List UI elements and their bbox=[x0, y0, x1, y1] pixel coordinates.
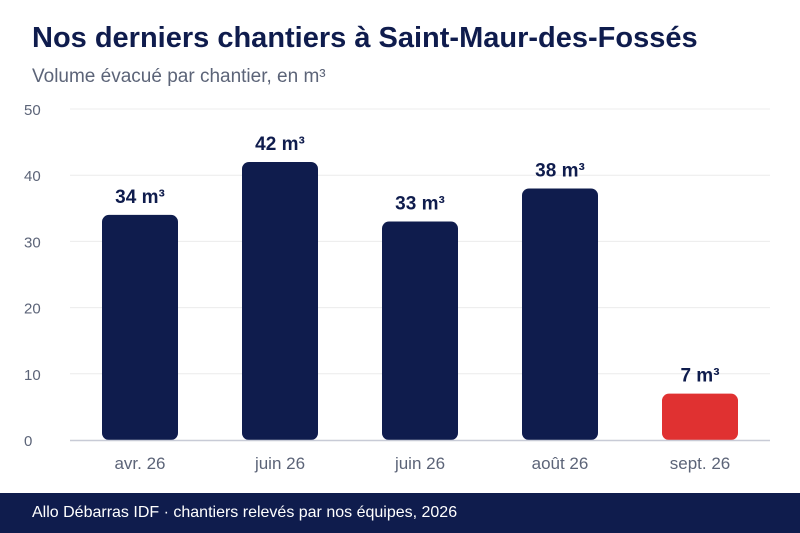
chart-title: Nos derniers chantiers à Saint-Maur-des-… bbox=[32, 22, 698, 54]
y-tick-label: 30 bbox=[24, 234, 41, 251]
x-tick-label: juin 26 bbox=[254, 454, 305, 473]
bar bbox=[102, 214, 178, 440]
bar-chart: 0 10 20 30 40 50 34 m³ avr. 26 42 m³ juin 26 33 m³… bbox=[24, 102, 770, 473]
data-label: 34 m³ bbox=[115, 187, 165, 208]
x-tick-label: avr. 26 bbox=[114, 454, 165, 473]
y-tick-label: 10 bbox=[24, 367, 41, 384]
bar bbox=[382, 221, 458, 440]
x-tick-label: août 26 bbox=[532, 454, 589, 473]
x-tick-label: sept. 26 bbox=[670, 454, 731, 473]
y-tick-label: 0 bbox=[24, 433, 32, 450]
y-tick-label: 20 bbox=[24, 301, 41, 318]
y-tick-label: 40 bbox=[24, 168, 41, 185]
bar bbox=[662, 393, 738, 440]
data-label: 33 m³ bbox=[395, 194, 445, 215]
footer-bar: Allo Débarras IDF · chantiers relevés pa… bbox=[0, 493, 800, 533]
data-label: 7 m³ bbox=[680, 366, 719, 387]
bar bbox=[522, 188, 598, 440]
data-label: 38 m³ bbox=[535, 160, 585, 181]
chart-subtitle: Volume évacué par chantier, en m³ bbox=[32, 66, 326, 87]
data-label: 42 m³ bbox=[255, 134, 305, 155]
x-tick-label: juin 26 bbox=[394, 454, 445, 473]
bar bbox=[242, 161, 318, 440]
y-tick-label: 50 bbox=[24, 102, 41, 119]
footer-source: Allo Débarras IDF · chantiers relevés pa… bbox=[32, 504, 458, 521]
